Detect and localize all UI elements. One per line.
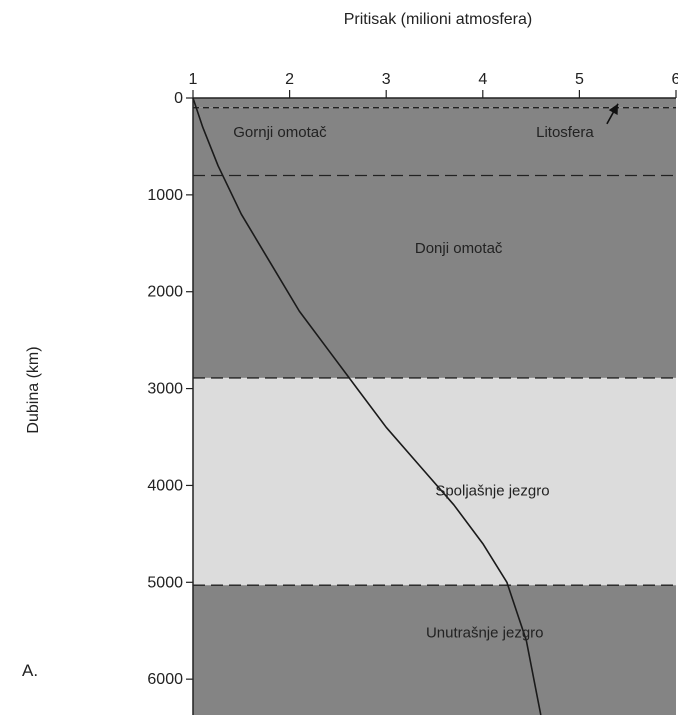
earth-layers xyxy=(193,98,676,715)
x-tick-label: 1 xyxy=(189,71,198,88)
y-tick-label: 3000 xyxy=(147,381,183,398)
x-tick-label: 5 xyxy=(575,71,584,88)
layer-boundaries xyxy=(193,107,676,586)
layer-band-1 xyxy=(193,107,676,176)
annotations: Gornji omotač Litosfera Donji omotač Spolja… xyxy=(233,103,619,642)
y-tick-label: 5000 xyxy=(147,574,183,591)
y-axis-title: Dubina (km) xyxy=(25,346,42,433)
y-tick-label: 1000 xyxy=(147,187,183,204)
axes: 1 2 3 4 5 6 0 1000 2000 3000 4000 5000 6000 xyxy=(147,71,678,715)
arrowhead-icon xyxy=(608,103,618,115)
y-tick-label: 4000 xyxy=(147,477,183,494)
layer-band-2 xyxy=(193,175,676,378)
layer-label: Gornji omotač xyxy=(233,124,327,141)
x-axis-title: Pritisak (milioni atmosfera) xyxy=(344,11,532,28)
series xyxy=(192,97,542,715)
x-tick-label: 3 xyxy=(382,71,391,88)
layer-band-4 xyxy=(193,585,676,715)
layer-label: Donji omotač xyxy=(415,240,503,257)
x-tick-label: 2 xyxy=(285,71,294,88)
y-tick-label: 2000 xyxy=(147,284,183,301)
layer-label: Unutrašnje jezgro xyxy=(426,625,544,642)
layer-label: Spoljašnje jezgro xyxy=(435,482,549,499)
x-tick-label: 4 xyxy=(478,71,487,88)
pressure-curve-0 xyxy=(192,97,542,715)
layer-label: Litosfera xyxy=(536,124,594,141)
layer-band-0 xyxy=(193,98,676,108)
y-tick-label: 0 xyxy=(174,90,183,107)
panel-label: A. xyxy=(22,661,38,680)
y-tick-label: 6000 xyxy=(147,671,183,688)
x-tick-label: 6 xyxy=(672,71,678,88)
